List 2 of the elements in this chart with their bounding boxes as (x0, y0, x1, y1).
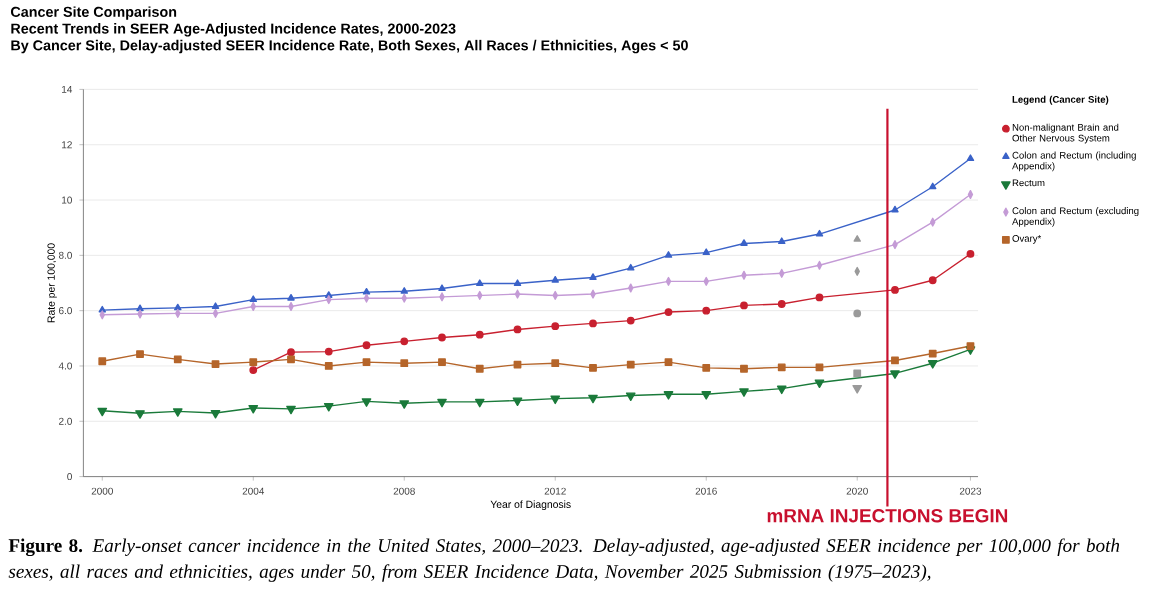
text: Figure 8. Early-onset cancer incidence in the United States, 2000–2023. Delay-adjusted, age-adjusted SEER incidence per 100,000 for both sexes, all races and ethnicities, ages under 50, from SEER Incidence Data, November 2025 Submission (1975–2023), (8, 538, 1120, 582)
ref-line-label: mRNA INJECTIONS BEGIN (767, 509, 1008, 523)
